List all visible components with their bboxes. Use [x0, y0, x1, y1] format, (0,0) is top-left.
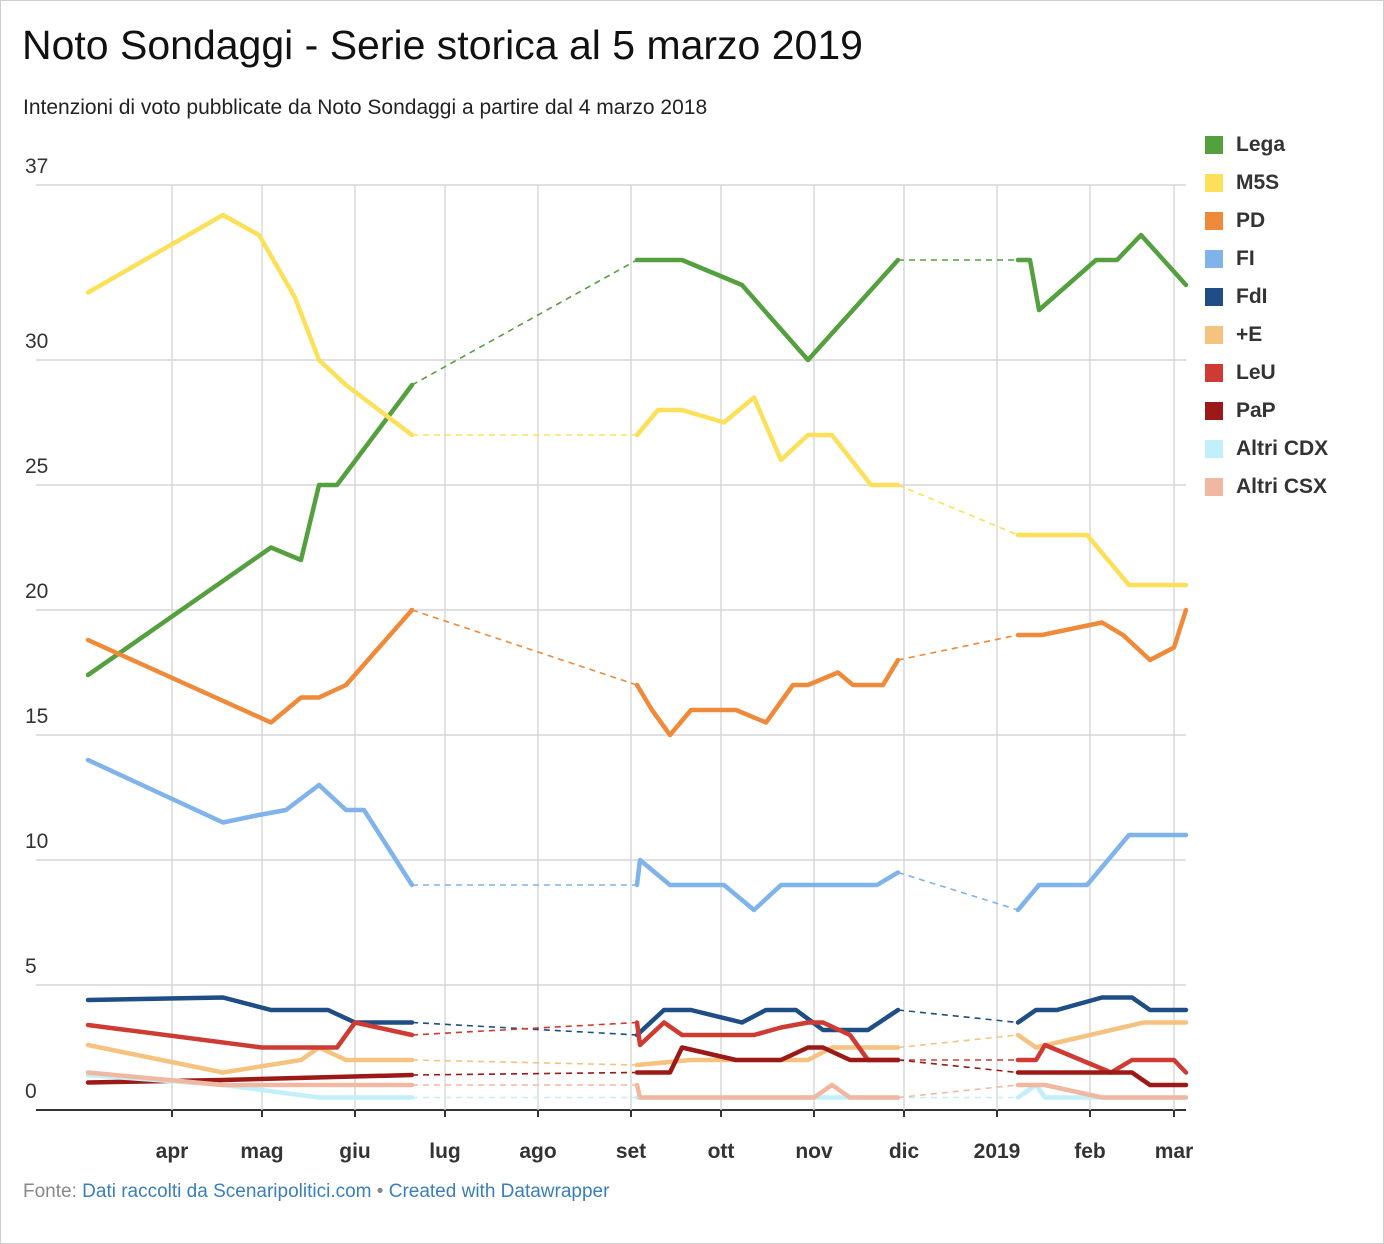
x-tick-label: nov [795, 1140, 833, 1163]
legend-swatch [1205, 136, 1223, 154]
series-gap-dashed [411, 609, 638, 686]
series-line [634, 1020, 901, 1063]
series-gap-dashed [411, 1059, 638, 1066]
y-tick-label: 15 [25, 705, 48, 728]
series-line [1015, 607, 1189, 663]
series-line [1015, 1020, 1189, 1050]
legend-item: Altri CDX [1205, 430, 1328, 468]
x-tick-label: set [616, 1140, 646, 1163]
series-line [1015, 232, 1189, 313]
series-line [85, 607, 415, 725]
series-gap-dashed [897, 871, 1019, 911]
legend-swatch [1205, 212, 1223, 230]
credit-link[interactable]: Created with Datawrapper [388, 1181, 610, 1202]
legend-item: LeU [1205, 354, 1328, 392]
series-gap-dashed [411, 259, 638, 386]
series-line [85, 1020, 415, 1050]
legend-swatch [1205, 364, 1223, 382]
source-prefix: Fonte: [23, 1181, 77, 1202]
series-line [634, 857, 901, 913]
y-tick-label: 37 [25, 155, 48, 178]
chart-title: Noto Sondaggi - Serie storica al 5 marzo… [22, 22, 863, 68]
legend-swatch [1205, 402, 1223, 420]
legend-item: M5S [1205, 164, 1328, 202]
legend-item: PD [1205, 202, 1328, 240]
legend-item: Lega [1205, 126, 1328, 164]
series-gap-dashed [897, 1009, 1019, 1024]
series-line [85, 1072, 415, 1085]
legend-label: PaP [1236, 399, 1276, 422]
legend-swatch [1205, 326, 1223, 344]
series-gap-dashed [897, 1034, 1019, 1049]
series-line [1015, 995, 1189, 1025]
legend-label: FI [1236, 247, 1255, 270]
x-tick-label: apr [156, 1140, 189, 1163]
legend-swatch [1205, 288, 1223, 306]
series-line [85, 382, 415, 678]
series-gap-dashed [897, 1084, 1019, 1099]
series-line [634, 1082, 901, 1100]
series-line [1015, 532, 1189, 588]
y-tick-label: 0 [25, 1080, 37, 1103]
series-line [634, 1007, 901, 1038]
x-tick-label: dic [889, 1140, 920, 1163]
legend-swatch [1205, 250, 1223, 268]
series-gap-dashed [411, 1071, 638, 1076]
series-line [1015, 1070, 1189, 1088]
legend-label: Altri CDX [1236, 437, 1329, 460]
source-link[interactable]: Dati raccolti da Scenaripolitici.com [82, 1181, 372, 1202]
x-tick-label: mag [240, 1140, 283, 1163]
legend-label: Lega [1236, 133, 1286, 156]
y-tick-label: 5 [25, 955, 37, 978]
series-gap-dashed [897, 634, 1019, 661]
x-tick-label: ott [708, 1140, 735, 1163]
y-tick-label: 30 [25, 330, 48, 353]
legend-item: FI [1205, 240, 1328, 278]
series-line [85, 212, 415, 438]
legend-swatch [1205, 440, 1223, 458]
y-tick-label: 20 [25, 580, 48, 603]
series-gap-dashed [897, 1059, 1019, 1074]
legend-label: LeU [1236, 361, 1276, 384]
chart-footer: Fonte: Dati raccolti da Scenaripolitici.… [23, 1181, 609, 1203]
series-gap-dashed [897, 484, 1019, 536]
x-tick-label: mar [1155, 1140, 1194, 1163]
x-tick-label: lug [429, 1140, 461, 1163]
y-tick-label: 25 [25, 455, 48, 478]
series-line [1015, 1082, 1189, 1100]
legend-label: PD [1236, 209, 1266, 232]
chart-subtitle: Intenzioni di voto pubblicate da Noto So… [23, 96, 708, 119]
series-line [634, 657, 901, 738]
series-line [634, 1045, 901, 1068]
x-tick-label: feb [1074, 1140, 1106, 1163]
series-line [85, 1042, 415, 1075]
legend-swatch [1205, 174, 1223, 192]
legend-item: +E [1205, 316, 1328, 354]
legend-label: Altri CSX [1236, 475, 1328, 498]
series-line [1015, 1042, 1189, 1075]
series-line [85, 995, 415, 1025]
series-line [1015, 832, 1189, 913]
series-line [634, 1045, 901, 1075]
legend-item: PaP [1205, 392, 1328, 430]
x-tick-label: ago [519, 1140, 556, 1163]
legend-swatch [1205, 478, 1223, 496]
x-tick-label: 2019 [974, 1140, 1021, 1163]
legend-label: FdI [1236, 285, 1268, 308]
footer-separator: • [376, 1181, 384, 1202]
series-line [634, 257, 901, 363]
series-line [85, 1070, 415, 1088]
x-tick-label: giu [339, 1140, 371, 1163]
legend-label: M5S [1236, 171, 1280, 194]
legend-item: FdI [1205, 278, 1328, 316]
legend-item: Altri CSX [1205, 468, 1328, 506]
chart-legend: Lega M5S PD FI FdI +E LeU PaP Altri CDX Altri CSX [1205, 126, 1328, 506]
series-line [85, 757, 415, 888]
series-line [634, 395, 901, 488]
legend-label: +E [1236, 323, 1263, 346]
y-tick-label: 10 [25, 830, 48, 853]
series-gap-dashed [411, 1021, 638, 1036]
